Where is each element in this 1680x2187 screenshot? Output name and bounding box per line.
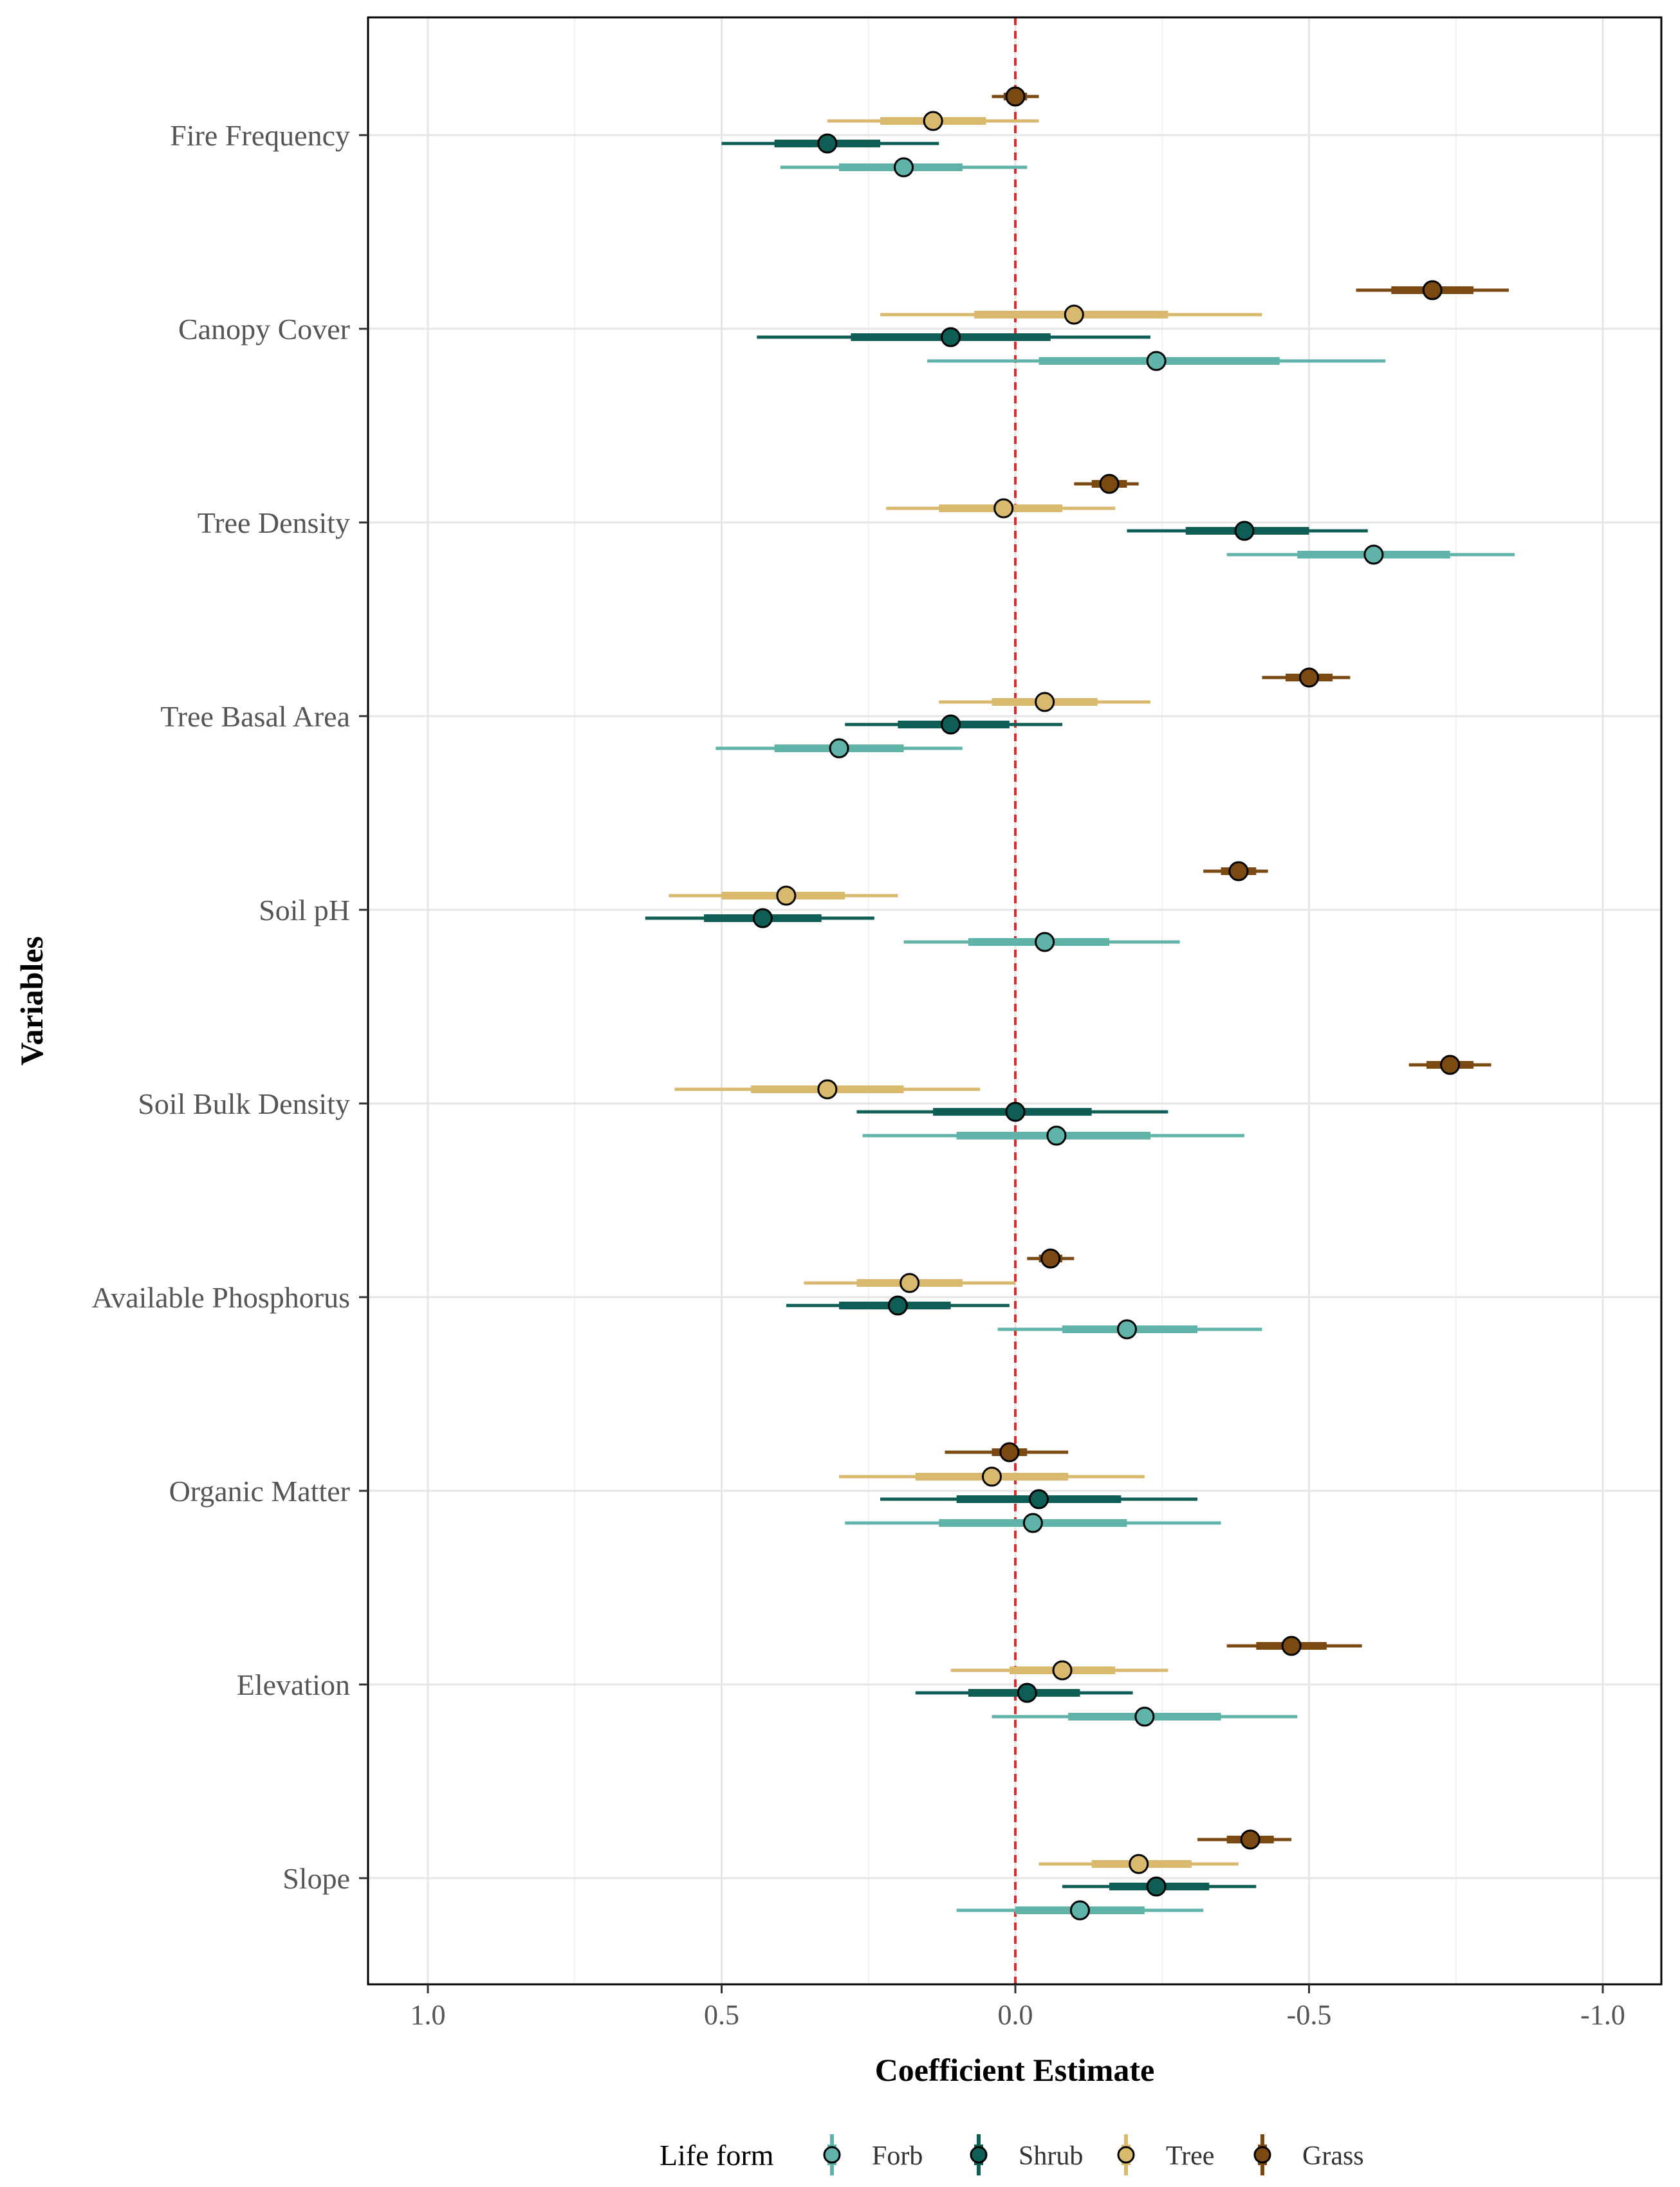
estimate-point [1299,667,1319,688]
legend-item-tree: Tree [1117,2134,1214,2175]
estimate-point [1234,521,1255,541]
x-tick-label: 1.0 [411,1999,446,2031]
y-tick-label: Available Phosphorus [91,1281,350,1314]
legend-item-shrub: Shrub [970,2134,1083,2175]
estimate-point [981,1466,1002,1487]
estimate-point [887,1295,908,1316]
estimate-point [1281,1636,1302,1656]
x-tick-label: -0.5 [1287,1999,1332,2031]
y-axis-labels: Fire Frequency Canopy Cover Tree Density Tr… [91,119,368,1895]
y-tick-label: Canopy Cover [178,313,350,346]
series-shrub [645,133,1368,1897]
legend-label: Shrub [1019,2141,1083,2171]
estimate-point [829,738,849,759]
series-grass [945,86,1509,1850]
estimate-point [999,1442,1020,1463]
estimate-point [1005,1102,1026,1122]
series-forb [715,157,1515,1921]
estimate-point [1129,1854,1149,1874]
legend-key-point [1117,2146,1135,2164]
estimate-point [1228,861,1249,881]
estimate-point [1146,351,1167,371]
legend-key-point [970,2146,988,2164]
x-tick-label: 0.5 [704,1999,739,2031]
data-marks [645,86,1515,1921]
estimate-point [923,111,943,131]
estimate-point [1022,1513,1043,1533]
legend-title: Life form [660,2139,774,2172]
estimate-point [1422,280,1443,300]
estimate-point [1005,86,1026,107]
estimate-point [1035,692,1055,712]
estimate-point [1240,1829,1260,1850]
y-tick-label: Organic Matter [169,1475,350,1508]
estimate-point [1440,1055,1461,1075]
legend-label: Tree [1166,2141,1214,2171]
legend-key-point [1253,2146,1271,2164]
estimate-point [900,1273,920,1293]
y-tick-label: Soil Bulk Density [138,1087,350,1120]
y-tick-label: Soil pH [259,894,350,927]
estimate-point [817,1079,838,1100]
estimate-point [1052,1660,1073,1681]
y-tick-label: Tree Basal Area [160,700,350,733]
estimate-point [752,908,773,928]
estimate-point [1017,1683,1037,1703]
estimate-point [1134,1706,1155,1727]
y-tick-label: Tree Density [198,506,350,539]
estimate-point [1029,1489,1049,1509]
estimate-point [1035,932,1055,952]
x-axis-title: Coefficient Estimate [875,2052,1155,2088]
estimate-point [1146,1876,1167,1897]
y-tick-label: Slope [282,1862,350,1895]
x-tick-label: -1.0 [1580,1999,1625,2031]
estimate-point [776,885,797,906]
legend-item-forb: Forb [823,2134,923,2175]
legend-item-grass: Grass [1253,2134,1364,2175]
estimate-point [894,157,914,178]
x-tick-label: 0.0 [998,1999,1033,2031]
legend-key-point [823,2146,841,2164]
estimate-point [1040,1248,1061,1269]
estimate-point [1116,1319,1137,1340]
estimate-point [941,714,961,735]
legend: Life form Forb Shrub Tree Grass [660,2134,1364,2175]
estimate-point [1363,544,1384,565]
estimate-point [1069,1900,1090,1921]
estimate-point [1046,1125,1067,1146]
estimate-point [1064,304,1084,325]
legend-label: Grass [1302,2141,1364,2171]
series-tree [669,111,1262,1874]
legend-label: Forb [872,2141,923,2171]
estimate-point [941,327,961,347]
estimate-point [817,133,838,154]
y-axis-title: Variables [14,936,50,1066]
estimate-point [1099,474,1120,494]
y-tick-label: Fire Frequency [170,119,350,152]
y-tick-label: Elevation [237,1668,350,1701]
x-axis-labels: 1.0 0.5 0.0 -0.5 -1.0 [411,1984,1625,2031]
estimate-point [993,498,1014,519]
